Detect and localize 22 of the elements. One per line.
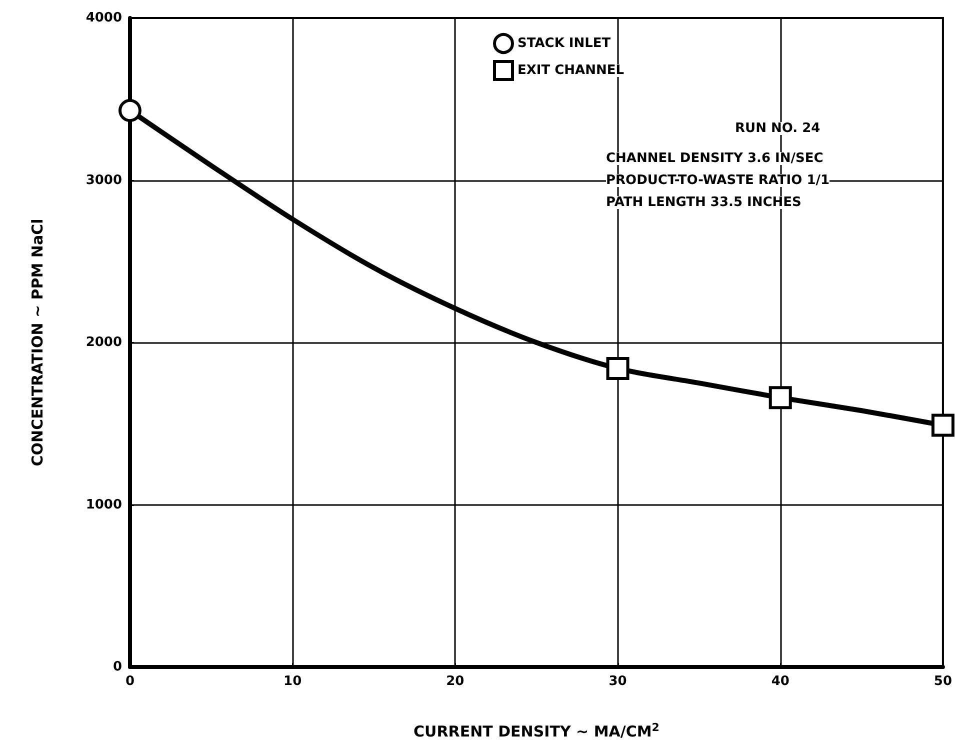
y-tick-label: 0 bbox=[112, 660, 122, 674]
legend-label: EXIT CHANNEL bbox=[518, 63, 624, 78]
annotation: RUN NO. 24 bbox=[735, 121, 820, 136]
point bbox=[606, 356, 630, 380]
point bbox=[768, 386, 792, 410]
point bbox=[931, 414, 954, 437]
y-axis-title: CONCENTRATION ~ PPM NaCl bbox=[28, 218, 46, 466]
x-tick-label: 40 bbox=[771, 674, 790, 689]
legend-label: STACK INLET bbox=[518, 36, 611, 51]
x-tick-label: 50 bbox=[934, 674, 952, 689]
x-tick-label: 30 bbox=[608, 674, 627, 689]
y-tick-label: 1000 bbox=[86, 497, 122, 512]
x-tick-label: 20 bbox=[446, 674, 464, 689]
annotation: PATH LENGTH 33.5 INCHES bbox=[606, 195, 802, 210]
y-tick-label: 4000 bbox=[86, 10, 122, 26]
x-tick-label: 10 bbox=[284, 674, 302, 689]
annotation: PRODUCT-TO-WASTE RATIO 1/1 bbox=[606, 173, 830, 188]
annotation: CHANNEL DENSITY 3.6 IN/SEC bbox=[606, 151, 824, 166]
x-tick-label: 0 bbox=[125, 674, 135, 689]
point bbox=[118, 98, 142, 122]
y-tick-label: 3000 bbox=[86, 172, 122, 188]
y-tick-label: 2000 bbox=[86, 335, 122, 350]
